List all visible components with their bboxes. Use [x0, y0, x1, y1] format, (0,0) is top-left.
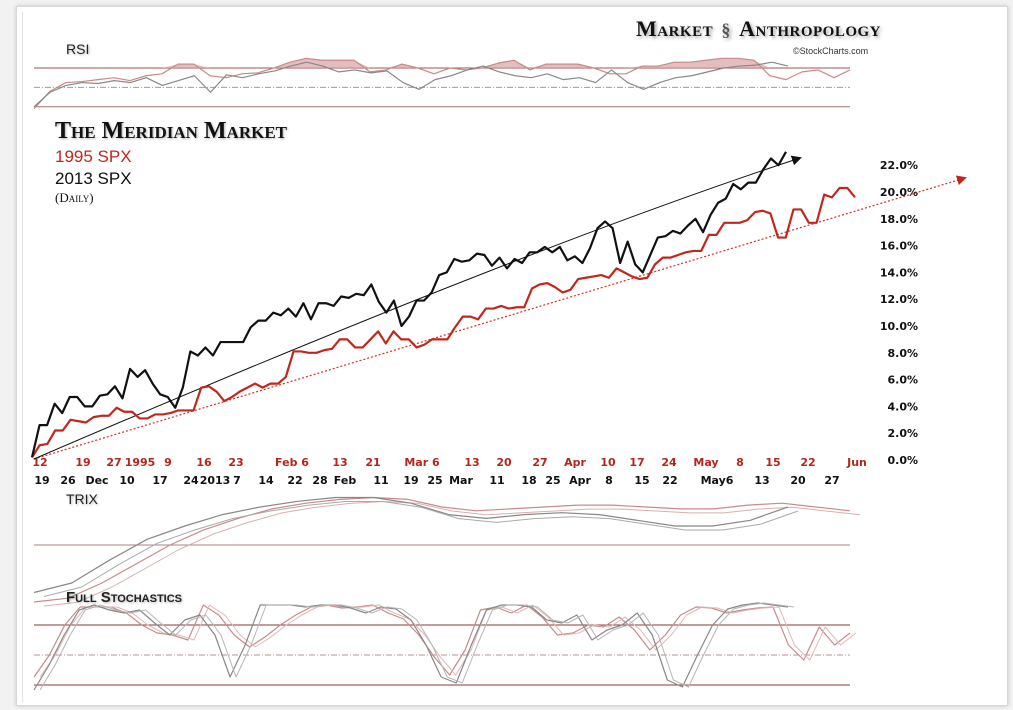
trendline-2013 [33, 155, 802, 460]
x-tick-label-2013: 26 [60, 474, 76, 487]
x-tick-label-2013: 20 [790, 474, 806, 487]
y-tick-label: 20.0% [880, 186, 918, 199]
trendline-1995 [33, 175, 967, 460]
x-tick-label-1995: 21 [365, 456, 380, 469]
y-tick-label: 22.0% [880, 159, 918, 172]
x-tick-label-1995: 16 [196, 456, 212, 469]
x-tick-label-1995: Mar 6 [404, 456, 440, 469]
chart-title: The Meridian Market [55, 118, 288, 144]
series-1995-spx-line [31, 186, 856, 458]
x-tick-label-1995: 12 [32, 456, 47, 469]
dna-helix-icon: § [721, 20, 731, 40]
x-tick-label-1995: 13 [464, 456, 479, 469]
x-tick-label-1995: 13 [332, 456, 347, 469]
x-tick-label-2013: 18 [521, 474, 536, 487]
rsi-1995-line [33, 57, 851, 110]
x-tick-label-2013: 13 [754, 474, 769, 487]
x-tick-label-2013: Mar [449, 474, 473, 487]
x-tick-label-2013: 7 [233, 474, 241, 487]
legend-frequency: (Daily) [55, 190, 94, 205]
x-tick-label-2013: 19 [403, 474, 418, 487]
trix-1995-line [33, 496, 851, 603]
y-tick-label: 12.0% [880, 293, 918, 306]
y-tick-label: 6.0% [887, 374, 918, 387]
trix-2013-line [33, 496, 789, 594]
rsi-2013-line [33, 61, 789, 108]
y-tick-label: 0.0% [887, 454, 918, 467]
chart-frame-edge [22, 12, 1003, 702]
x-tick-label-2013: Apr [569, 474, 591, 487]
trix-1995-signal-line [43, 501, 861, 607]
rsi-panel-label: RSI [66, 41, 90, 57]
x-tick-label-2013: 10 [119, 474, 135, 487]
x-tick-label-1995: 20 [496, 456, 512, 469]
x-tick-label-1995: Apr [564, 456, 586, 469]
y-tick-label: 8.0% [887, 347, 918, 360]
x-tick-label-2013: 28 [312, 474, 327, 487]
y-tick-label: 16.0% [880, 240, 918, 253]
logo: Market § Anthropology [636, 16, 881, 42]
trix-panel-label: TRIX [66, 491, 98, 507]
x-tick-label-2013: 27 [824, 474, 839, 487]
logo-text-right: Anthropology [739, 16, 882, 41]
x-tick-label-2013: May6 [701, 474, 734, 487]
y-tick-label: 10.0% [880, 320, 918, 333]
series-2013-spx-line [30, 151, 787, 458]
x-tick-label-2013: 24 [183, 474, 199, 487]
legend-2013-spx: 2013 SPX [55, 169, 132, 188]
y-tick-label: 18.0% [880, 213, 918, 226]
x-tick-label-1995: 27 [106, 456, 121, 469]
x-tick-label-1995: 8 [736, 456, 744, 469]
x-tick-label-2013: 15 [634, 474, 649, 487]
stoch-2013-d-line [39, 602, 795, 691]
x-tick-label-1995: 9 [164, 456, 172, 469]
x-tick-label-2013: 17 [152, 474, 167, 487]
x-tick-label-1995: 15 [765, 456, 780, 469]
x-tick-label-1995: Jun [846, 456, 867, 469]
rsi-overbought-fill [34, 58, 850, 68]
x-tick-label-2013: 22 [662, 474, 677, 487]
y-tick-label: 2.0% [887, 427, 918, 440]
logo-text-left: Market [636, 16, 714, 41]
x-tick-label-1995: 23 [228, 456, 243, 469]
chart-frame [16, 6, 1008, 706]
x-tick-label-2013: 11 [489, 474, 504, 487]
trix-2013-signal-line [43, 501, 799, 597]
x-tick-label-2013: 11 [373, 474, 388, 487]
x-tick-label-1995: May [693, 456, 718, 469]
x-tick-label-1995: 19 [75, 456, 90, 469]
stoch-2013-k-line [33, 602, 789, 691]
x-tick-label-2013: 8 [605, 474, 613, 487]
x-tick-label-1995: 17 [629, 456, 644, 469]
x-tick-label-1995: 24 [661, 456, 677, 469]
x-tick-label-1995: 27 [532, 456, 547, 469]
legend-1995-spx: 1995 SPX [55, 147, 132, 166]
x-tick-label-2013: 25 [427, 474, 442, 487]
y-tick-label: 4.0% [887, 400, 918, 413]
x-tick-label-1995: 22 [800, 456, 815, 469]
x-tick-label-1995: Feb 6 [275, 456, 309, 469]
x-tick-label-2013: 25 [545, 474, 560, 487]
x-tick-label-2013: Dec [85, 474, 108, 487]
x-tick-label-2013: 19 [34, 474, 49, 487]
x-tick-label-1995: 10 [600, 456, 616, 469]
x-tick-label-2013: 14 [258, 474, 274, 487]
x-tick-label-2013: Feb [334, 474, 357, 487]
x-tick-label-2013: 2013 [200, 474, 231, 487]
stoch-1995-d-line [39, 604, 857, 678]
x-tick-label-1995: 1995 [125, 456, 156, 469]
y-tick-label: 14.0% [880, 266, 918, 279]
stockcharts-credit: ©StockCharts.com [793, 46, 869, 56]
stochastics-panel-label: Full Stochastics [66, 589, 183, 606]
x-tick-label-2013: 22 [287, 474, 302, 487]
